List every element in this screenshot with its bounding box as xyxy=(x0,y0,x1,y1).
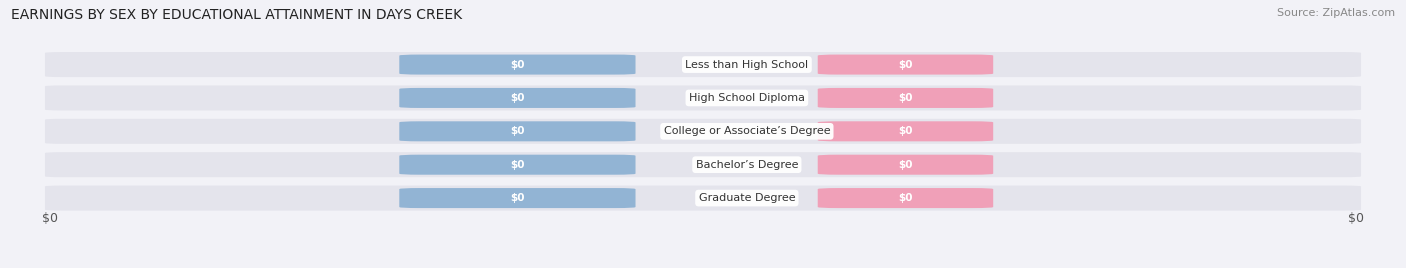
Text: Graduate Degree: Graduate Degree xyxy=(699,193,796,203)
Text: $0: $0 xyxy=(510,160,524,170)
Text: $0: $0 xyxy=(898,59,912,70)
FancyBboxPatch shape xyxy=(399,88,636,108)
Text: High School Diploma: High School Diploma xyxy=(689,93,804,103)
FancyBboxPatch shape xyxy=(818,121,993,141)
FancyBboxPatch shape xyxy=(399,188,636,208)
Text: $0: $0 xyxy=(898,126,912,136)
Text: $0: $0 xyxy=(42,212,58,225)
FancyBboxPatch shape xyxy=(45,52,1361,77)
Text: Bachelor’s Degree: Bachelor’s Degree xyxy=(696,160,799,170)
Text: Source: ZipAtlas.com: Source: ZipAtlas.com xyxy=(1277,8,1395,18)
FancyBboxPatch shape xyxy=(45,119,1361,144)
FancyBboxPatch shape xyxy=(818,155,993,175)
FancyBboxPatch shape xyxy=(399,121,636,141)
FancyBboxPatch shape xyxy=(818,188,993,208)
Text: $0: $0 xyxy=(510,193,524,203)
FancyBboxPatch shape xyxy=(399,155,636,175)
FancyBboxPatch shape xyxy=(45,185,1361,211)
Text: $0: $0 xyxy=(898,160,912,170)
Text: $0: $0 xyxy=(510,126,524,136)
Text: College or Associate’s Degree: College or Associate’s Degree xyxy=(664,126,830,136)
FancyBboxPatch shape xyxy=(399,55,636,75)
Text: $0: $0 xyxy=(898,93,912,103)
Text: EARNINGS BY SEX BY EDUCATIONAL ATTAINMENT IN DAYS CREEK: EARNINGS BY SEX BY EDUCATIONAL ATTAINMEN… xyxy=(11,8,463,22)
FancyBboxPatch shape xyxy=(45,152,1361,177)
FancyBboxPatch shape xyxy=(818,55,993,75)
Text: $0: $0 xyxy=(1348,212,1364,225)
FancyBboxPatch shape xyxy=(818,88,993,108)
Text: $0: $0 xyxy=(898,193,912,203)
Text: $0: $0 xyxy=(510,59,524,70)
Text: $0: $0 xyxy=(510,93,524,103)
Text: Less than High School: Less than High School xyxy=(685,59,808,70)
FancyBboxPatch shape xyxy=(45,85,1361,110)
